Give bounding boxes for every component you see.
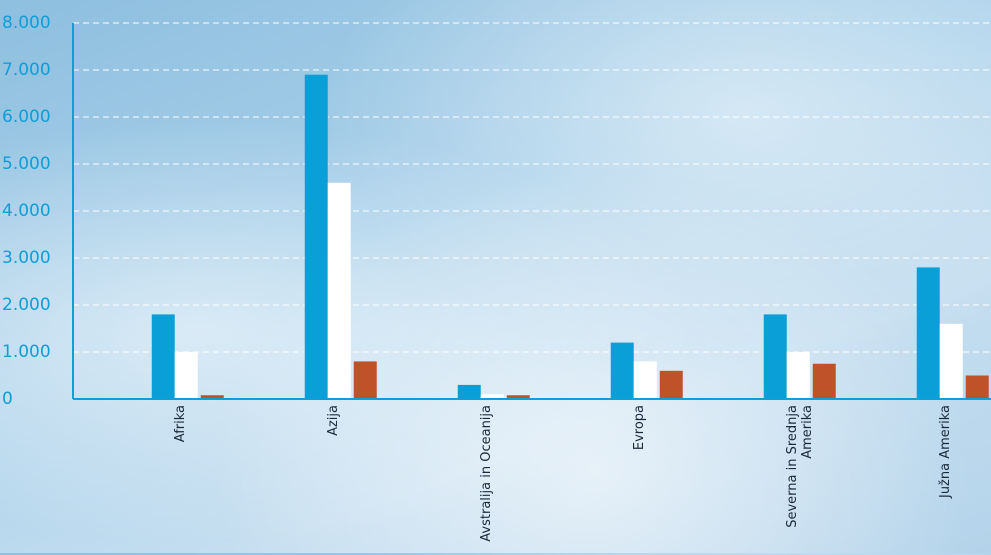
bar bbox=[965, 375, 989, 399]
bar bbox=[786, 352, 810, 399]
bar bbox=[353, 361, 377, 399]
x-tick-label: Azija bbox=[325, 405, 341, 436]
bar bbox=[151, 314, 175, 399]
x-tick-label: Avstralija in Oceanija bbox=[478, 405, 494, 542]
y-tick-label: 5.000 bbox=[2, 154, 51, 174]
x-tick-label: Severna in Srednja Amerika bbox=[784, 405, 815, 528]
x-tick-label: Afrika bbox=[172, 405, 188, 443]
y-tick-label: 1.000 bbox=[2, 342, 51, 362]
bar bbox=[480, 394, 504, 399]
bar bbox=[659, 370, 683, 399]
bar bbox=[174, 352, 198, 399]
bar bbox=[457, 384, 481, 399]
bar bbox=[812, 363, 836, 399]
y-tick-label: 2.000 bbox=[2, 295, 51, 315]
y-tick-label: 0 bbox=[2, 389, 13, 409]
y-tick-label: 3.000 bbox=[2, 248, 51, 268]
bar bbox=[916, 267, 940, 399]
bar bbox=[200, 395, 224, 399]
y-tick-label: 4.000 bbox=[2, 201, 51, 221]
x-tick-label: Južna Amerika bbox=[937, 405, 953, 499]
y-tick-label: 7.000 bbox=[2, 60, 51, 80]
bar bbox=[327, 182, 351, 399]
bar bbox=[939, 323, 963, 399]
y-tick-label: 6.000 bbox=[2, 107, 51, 127]
y-tick-label: 8.000 bbox=[2, 13, 51, 33]
bar bbox=[763, 314, 787, 399]
bar bbox=[633, 361, 657, 399]
x-tick-label: Evropa bbox=[631, 405, 647, 451]
bar bbox=[610, 342, 634, 399]
bar bbox=[304, 74, 328, 399]
bar bbox=[506, 395, 530, 399]
